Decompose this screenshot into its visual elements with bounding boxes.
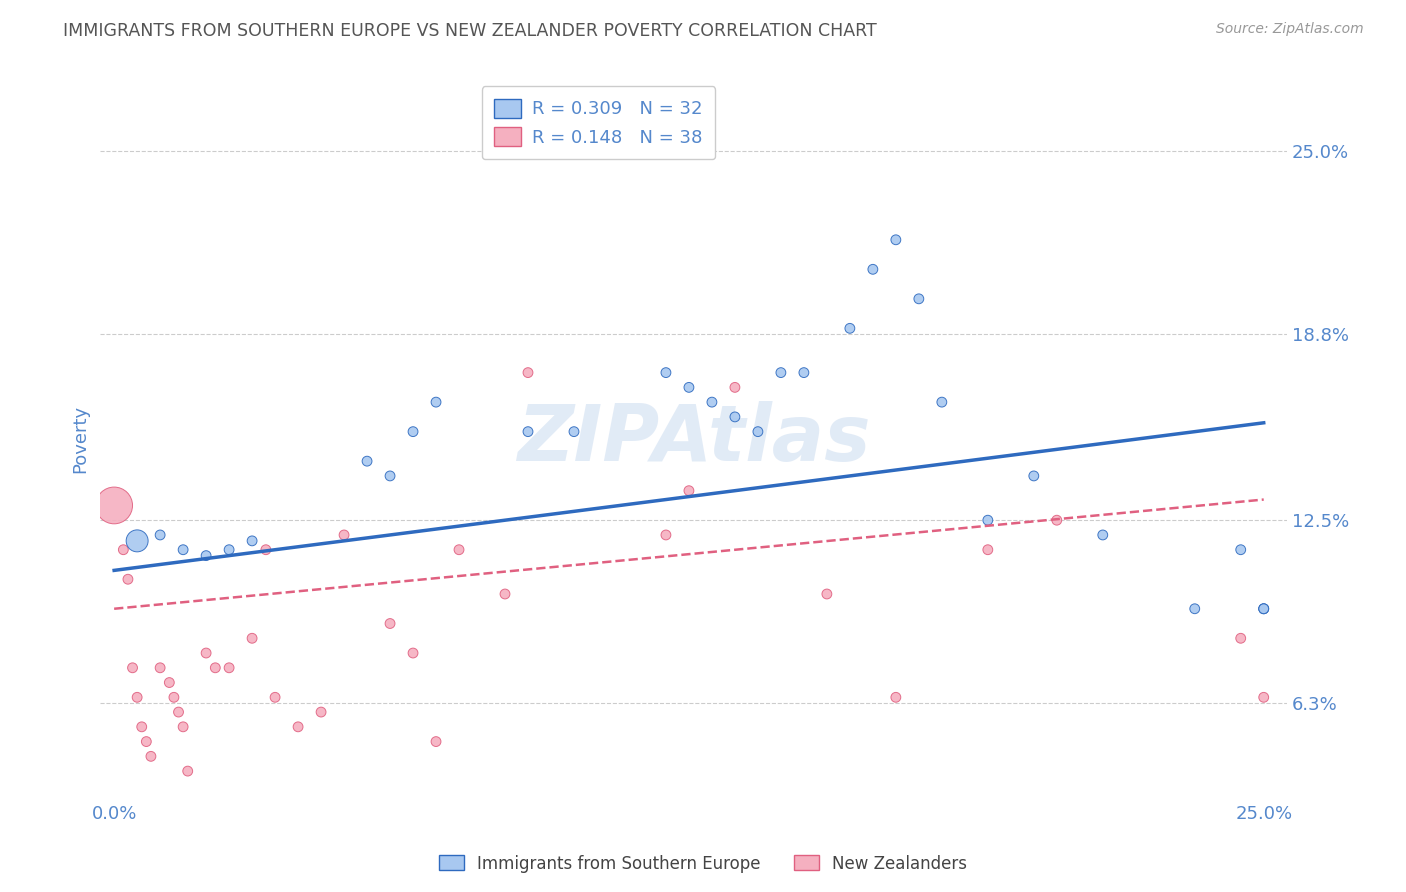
Point bbox=[127, 690, 149, 705]
Point bbox=[204, 661, 226, 675]
Point bbox=[1253, 601, 1275, 615]
Point bbox=[655, 528, 678, 542]
Point bbox=[163, 690, 186, 705]
Point bbox=[425, 395, 447, 409]
Point bbox=[240, 632, 263, 646]
Point bbox=[769, 366, 792, 380]
Point bbox=[517, 366, 540, 380]
Point bbox=[195, 646, 218, 660]
Point bbox=[562, 425, 585, 439]
Point bbox=[167, 705, 190, 719]
Point bbox=[517, 425, 540, 439]
Point bbox=[1253, 601, 1275, 615]
Point bbox=[172, 720, 194, 734]
Point bbox=[815, 587, 838, 601]
Point bbox=[862, 262, 884, 277]
Point bbox=[117, 572, 139, 586]
Point bbox=[218, 661, 240, 675]
Point bbox=[1253, 601, 1275, 615]
Legend: R = 0.309   N = 32, R = 0.148   N = 38: R = 0.309 N = 32, R = 0.148 N = 38 bbox=[482, 87, 716, 160]
Point bbox=[402, 425, 425, 439]
Point bbox=[1229, 542, 1251, 557]
Point bbox=[425, 734, 447, 748]
Point bbox=[149, 528, 172, 542]
Point bbox=[724, 380, 747, 394]
Point bbox=[112, 542, 135, 557]
Text: Source: ZipAtlas.com: Source: ZipAtlas.com bbox=[1216, 22, 1364, 37]
Point bbox=[402, 646, 425, 660]
Point bbox=[157, 675, 180, 690]
Point bbox=[884, 233, 907, 247]
Point bbox=[1184, 601, 1206, 615]
Point bbox=[1229, 632, 1251, 646]
Point bbox=[378, 616, 401, 631]
Point bbox=[135, 734, 157, 748]
Point bbox=[333, 528, 356, 542]
Text: IMMIGRANTS FROM SOUTHERN EUROPE VS NEW ZEALANDER POVERTY CORRELATION CHART: IMMIGRANTS FROM SOUTHERN EUROPE VS NEW Z… bbox=[63, 22, 877, 40]
Point bbox=[977, 513, 1000, 527]
Point bbox=[884, 690, 907, 705]
Point bbox=[127, 533, 149, 548]
Point bbox=[1253, 690, 1275, 705]
Point bbox=[177, 764, 200, 778]
Point bbox=[149, 661, 172, 675]
Point bbox=[678, 483, 700, 498]
Point bbox=[494, 587, 516, 601]
Point bbox=[103, 499, 125, 513]
Legend: Immigrants from Southern Europe, New Zealanders: Immigrants from Southern Europe, New Zea… bbox=[432, 848, 974, 880]
Point bbox=[254, 542, 277, 557]
Point bbox=[447, 542, 470, 557]
Point bbox=[131, 720, 153, 734]
Point bbox=[218, 542, 240, 557]
Text: ZIPAtlas: ZIPAtlas bbox=[517, 401, 870, 477]
Point bbox=[908, 292, 931, 306]
Point bbox=[793, 366, 815, 380]
Point bbox=[747, 425, 769, 439]
Point bbox=[172, 542, 194, 557]
Point bbox=[240, 533, 263, 548]
Point bbox=[356, 454, 378, 468]
Point bbox=[309, 705, 332, 719]
Point bbox=[1091, 528, 1114, 542]
Point bbox=[977, 542, 1000, 557]
Point bbox=[678, 380, 700, 394]
Point bbox=[655, 366, 678, 380]
Y-axis label: Poverty: Poverty bbox=[72, 405, 89, 473]
Point bbox=[931, 395, 953, 409]
Point bbox=[1022, 469, 1045, 483]
Point bbox=[195, 549, 218, 563]
Point bbox=[287, 720, 309, 734]
Point bbox=[724, 409, 747, 424]
Point bbox=[121, 661, 143, 675]
Point bbox=[1046, 513, 1069, 527]
Point bbox=[378, 469, 401, 483]
Point bbox=[139, 749, 162, 764]
Point bbox=[264, 690, 287, 705]
Point bbox=[838, 321, 860, 335]
Point bbox=[700, 395, 723, 409]
